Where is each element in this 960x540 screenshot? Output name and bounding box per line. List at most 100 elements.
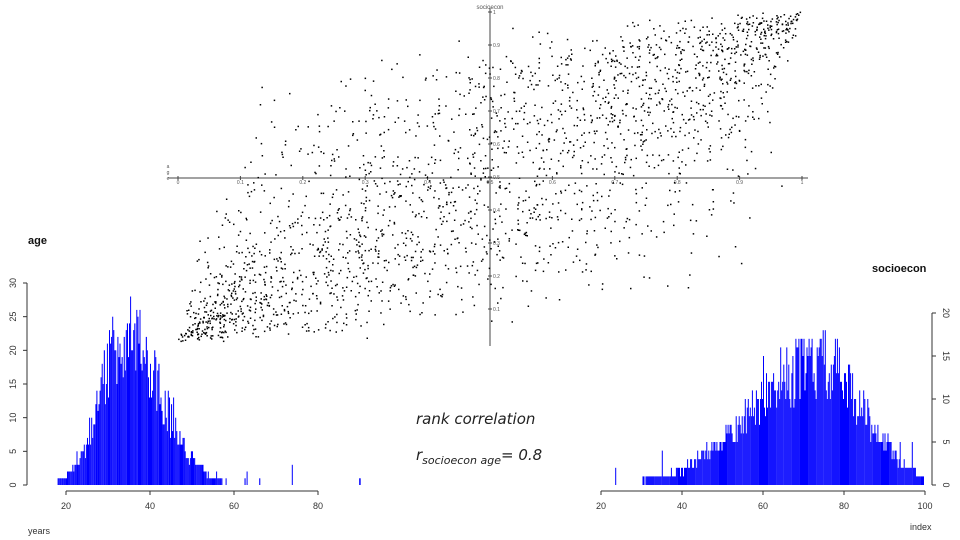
scatter-point	[227, 219, 229, 221]
socioecon-bar	[854, 399, 856, 485]
scatter-point	[599, 69, 602, 72]
age-bar	[62, 478, 64, 485]
scatter-point	[446, 220, 448, 223]
scatter-point	[692, 233, 695, 235]
scatter-point	[540, 157, 543, 159]
scatter-point	[264, 271, 267, 274]
scatter-point	[684, 95, 686, 97]
scatter-point	[673, 182, 676, 184]
scatter-point	[642, 79, 644, 82]
scatter-y-tick-label: 1	[493, 10, 496, 16]
scatter-point	[729, 57, 732, 59]
socioecon-bar	[682, 467, 683, 485]
scatter-point	[584, 47, 586, 50]
scatter-point	[468, 221, 470, 223]
scatter-point	[460, 224, 462, 226]
age-x-axis-label: years	[28, 526, 51, 536]
scatter-point	[482, 172, 485, 174]
scatter-point	[770, 33, 773, 35]
scatter-point	[336, 321, 338, 324]
age-bar	[97, 410, 99, 485]
age-bar	[204, 471, 206, 485]
scatter-point	[522, 210, 524, 213]
scatter-point	[700, 139, 702, 141]
socioecon-bar	[727, 424, 729, 485]
scatter-point	[729, 79, 732, 81]
scatter-point	[627, 129, 630, 131]
scatter-point	[567, 87, 569, 89]
scatter-y-tick-label: 0.7	[493, 109, 500, 115]
scatter-point	[625, 103, 627, 106]
scatter-point	[296, 278, 299, 280]
scatter-point	[556, 65, 559, 67]
scatter-point	[671, 117, 673, 120]
age-bar	[159, 404, 161, 485]
scatter-point	[517, 202, 520, 204]
socioecon-bar	[921, 476, 922, 485]
scatter-point	[508, 238, 511, 240]
socioecon-bar	[735, 416, 737, 485]
scatter-point	[381, 177, 383, 180]
age-bar	[68, 471, 70, 485]
scatter-point	[344, 110, 346, 112]
scatter-point	[625, 114, 627, 117]
scatter-point	[708, 148, 710, 150]
scatter-point	[485, 251, 488, 253]
scatter-point	[302, 304, 304, 307]
scatter-point	[560, 103, 563, 105]
socioecon-bar	[728, 433, 730, 485]
scatter-point	[523, 105, 525, 107]
scatter-point	[734, 61, 737, 63]
scatter-point	[315, 283, 318, 285]
scatter-point	[606, 138, 608, 140]
scatter-point	[592, 194, 594, 197]
scatter-point	[511, 117, 513, 120]
scatter-point	[487, 206, 489, 208]
socioecon-bar	[700, 459, 702, 485]
socioecon-bar	[645, 476, 647, 485]
scatter-point	[789, 15, 792, 17]
scatter-point	[331, 159, 333, 162]
scatter-point	[226, 312, 228, 314]
scatter-point	[640, 139, 642, 141]
scatter-point	[427, 189, 429, 191]
socioecon-bar	[895, 450, 897, 485]
scatter-point	[252, 324, 254, 327]
scatter-point	[730, 200, 732, 202]
scatter-point	[409, 237, 412, 240]
scatter-point	[720, 43, 722, 45]
scatter-point	[585, 241, 587, 244]
scatter-point	[427, 280, 429, 283]
scatter-point	[729, 128, 731, 131]
scatter-point	[592, 199, 595, 202]
scatter-point	[361, 254, 363, 256]
scatter-point	[775, 52, 778, 54]
scatter-point	[629, 166, 632, 169]
scatter-point	[324, 327, 327, 329]
scatter-point	[635, 201, 638, 204]
scatter-point	[476, 127, 478, 129]
scatter-point	[763, 34, 765, 37]
scatter-point	[556, 172, 558, 174]
scatter-point	[469, 89, 471, 91]
scatter-point	[535, 183, 538, 186]
scatter-point	[759, 36, 761, 38]
scatter-point	[638, 59, 640, 61]
scatter-point	[247, 322, 250, 324]
scatter-point	[679, 126, 682, 129]
scatter-y-tick-label: 0.3	[493, 241, 500, 247]
scatter-point	[676, 47, 678, 49]
scatter-point	[601, 53, 604, 56]
scatter-point	[711, 17, 713, 19]
scatter-point	[213, 318, 215, 320]
scatter-point	[525, 231, 528, 234]
scatter-point	[329, 292, 331, 295]
scatter-point	[328, 274, 330, 276]
scatter-point	[507, 111, 509, 113]
age-bar	[198, 464, 200, 485]
scatter-point	[718, 120, 720, 122]
scatter-point	[548, 211, 551, 213]
scatter-point	[564, 132, 566, 134]
scatter-point	[746, 22, 748, 25]
scatter-point	[495, 112, 498, 114]
